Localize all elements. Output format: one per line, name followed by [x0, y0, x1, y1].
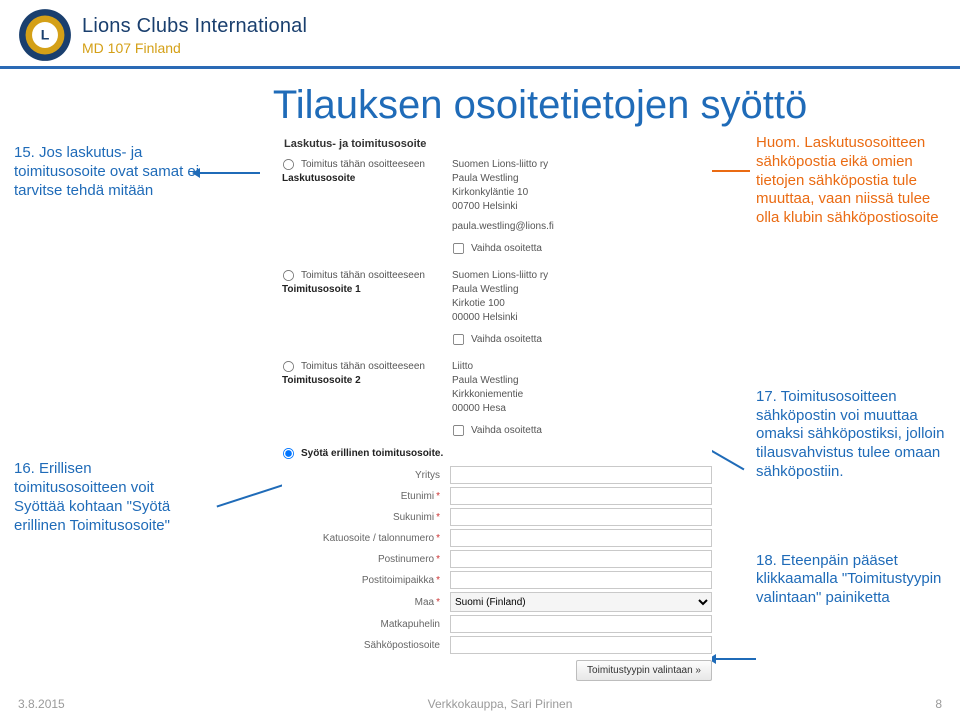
radio-addr-3[interactable]	[283, 361, 294, 372]
org-name: Lions Clubs International	[82, 15, 307, 38]
address-block-1: Toimitus tähän osoitteeseen Laskutusosoi…	[282, 154, 712, 238]
input-firstname[interactable]	[450, 487, 712, 505]
svg-text:L: L	[41, 26, 50, 42]
left-notes: 15. Jos laskutus- ja toimitusosoite ovat…	[14, 144, 204, 535]
label-firstname: Etunimi*	[282, 491, 442, 502]
org-subhead: MD 107 Finland	[82, 40, 307, 56]
label-email: Sähköpostiosoite	[282, 640, 442, 651]
input-city[interactable]	[450, 571, 712, 589]
arrow-15	[200, 172, 260, 174]
logo-wrap: L Lions Clubs International MD 107 Finla…	[18, 8, 307, 62]
radio-addr-2[interactable]	[283, 270, 294, 281]
lions-logo: L	[18, 8, 72, 62]
change-checkbox-2[interactable]	[453, 334, 464, 345]
label-country: Maa*	[282, 597, 442, 608]
change-checkbox-1[interactable]	[453, 243, 464, 254]
address-block-2: Toimitus tähän osoitteeseen Toimitusosoi…	[282, 265, 712, 329]
form-section-title: Laskutus- ja toimitusosoite	[282, 134, 712, 154]
select-country[interactable]: Suomi (Finland)	[450, 592, 712, 612]
change-addr-1: Vaihda osoitetta	[452, 242, 712, 255]
radio-addr-1[interactable]	[283, 159, 294, 170]
slide-header: L Lions Clubs International MD 107 Finla…	[0, 0, 960, 69]
note-15: 15. Jos laskutus- ja toimitusosoite ovat…	[14, 144, 204, 200]
header-text: Lions Clubs International MD 107 Finland	[82, 15, 307, 56]
address-form-screenshot: Laskutus- ja toimitusosoite Toimitus täh…	[282, 134, 712, 681]
input-street[interactable]	[450, 529, 712, 547]
radio-label-2: Toimitus tähän osoitteeseen	[301, 270, 425, 281]
page-title: Tilauksen osoitetietojen syöttö	[120, 83, 960, 128]
footer-center: Verkkokauppa, Sari Pirinen	[428, 697, 573, 711]
addr1-title: Laskutusosoite	[282, 173, 442, 184]
note-16: 16. Erillisen toimitusosoitteen voit Syö…	[14, 460, 204, 535]
note-huom: Huom. Laskutusosoitteen sähköpostia eikä…	[756, 134, 946, 228]
arrow-18	[716, 658, 756, 660]
addr2-title: Toimitusosoite 1	[282, 284, 442, 295]
input-zip[interactable]	[450, 550, 712, 568]
change-addr-3: Vaihda osoitetta	[452, 424, 712, 437]
radio-label-3: Toimitus tähän osoitteeseen	[301, 361, 425, 372]
addr3-lines: Liitto Paula Westling Kirkkoniementie 00…	[452, 360, 712, 416]
footer-date: 3.8.2015	[18, 697, 65, 711]
arrow-16	[217, 482, 289, 507]
input-email[interactable]	[450, 636, 712, 654]
continue-button[interactable]: Toimitustyypin valintaan »	[576, 660, 712, 681]
footer-page: 8	[935, 697, 942, 711]
label-city: Postitoimipaikka*	[282, 575, 442, 586]
label-street: Katuosoite / talonnumero*	[282, 533, 442, 544]
addr1-lines: Suomen Lions-liitto ry Paula Westling Ki…	[452, 158, 712, 234]
slide-footer: 3.8.2015 Verkkokauppa, Sari Pirinen 8	[0, 697, 960, 711]
label-lastname: Sukunimi*	[282, 512, 442, 523]
content-area: 15. Jos laskutus- ja toimitusosoite ovat…	[0, 134, 960, 694]
label-phone: Matkapuhelin	[282, 619, 442, 630]
custom-radio-label: Syötä erillinen toimitusosoite.	[301, 448, 443, 459]
radio-label-1: Toimitus tähän osoitteeseen	[301, 159, 425, 170]
radio-custom[interactable]	[283, 448, 294, 459]
input-phone[interactable]	[450, 615, 712, 633]
addr3-title: Toimitusosoite 2	[282, 375, 442, 386]
input-lastname[interactable]	[450, 508, 712, 526]
addr2-lines: Suomen Lions-liitto ry Paula Westling Ki…	[452, 269, 712, 325]
note-17: 17. Toimitusosoitteen sähköpostin voi mu…	[756, 388, 946, 482]
right-notes: Huom. Laskutusosoitteen sähköpostia eikä…	[756, 134, 946, 608]
custom-addr-row: Syötä erillinen toimitusosoite.	[282, 447, 712, 460]
change-addr-2: Vaihda osoitetta	[452, 333, 712, 346]
address-block-3: Toimitus tähän osoitteeseen Toimitusosoi…	[282, 356, 712, 420]
change-checkbox-3[interactable]	[453, 425, 464, 436]
label-zip: Postinumero*	[282, 554, 442, 565]
input-company[interactable]	[450, 466, 712, 484]
custom-address-form: Yritys Etunimi* Sukunimi* Katuosoite / t…	[282, 466, 712, 681]
label-company: Yritys	[282, 470, 442, 481]
note-18: 18. Eteenpäin pääset klikkaamalla "Toimi…	[756, 552, 946, 608]
